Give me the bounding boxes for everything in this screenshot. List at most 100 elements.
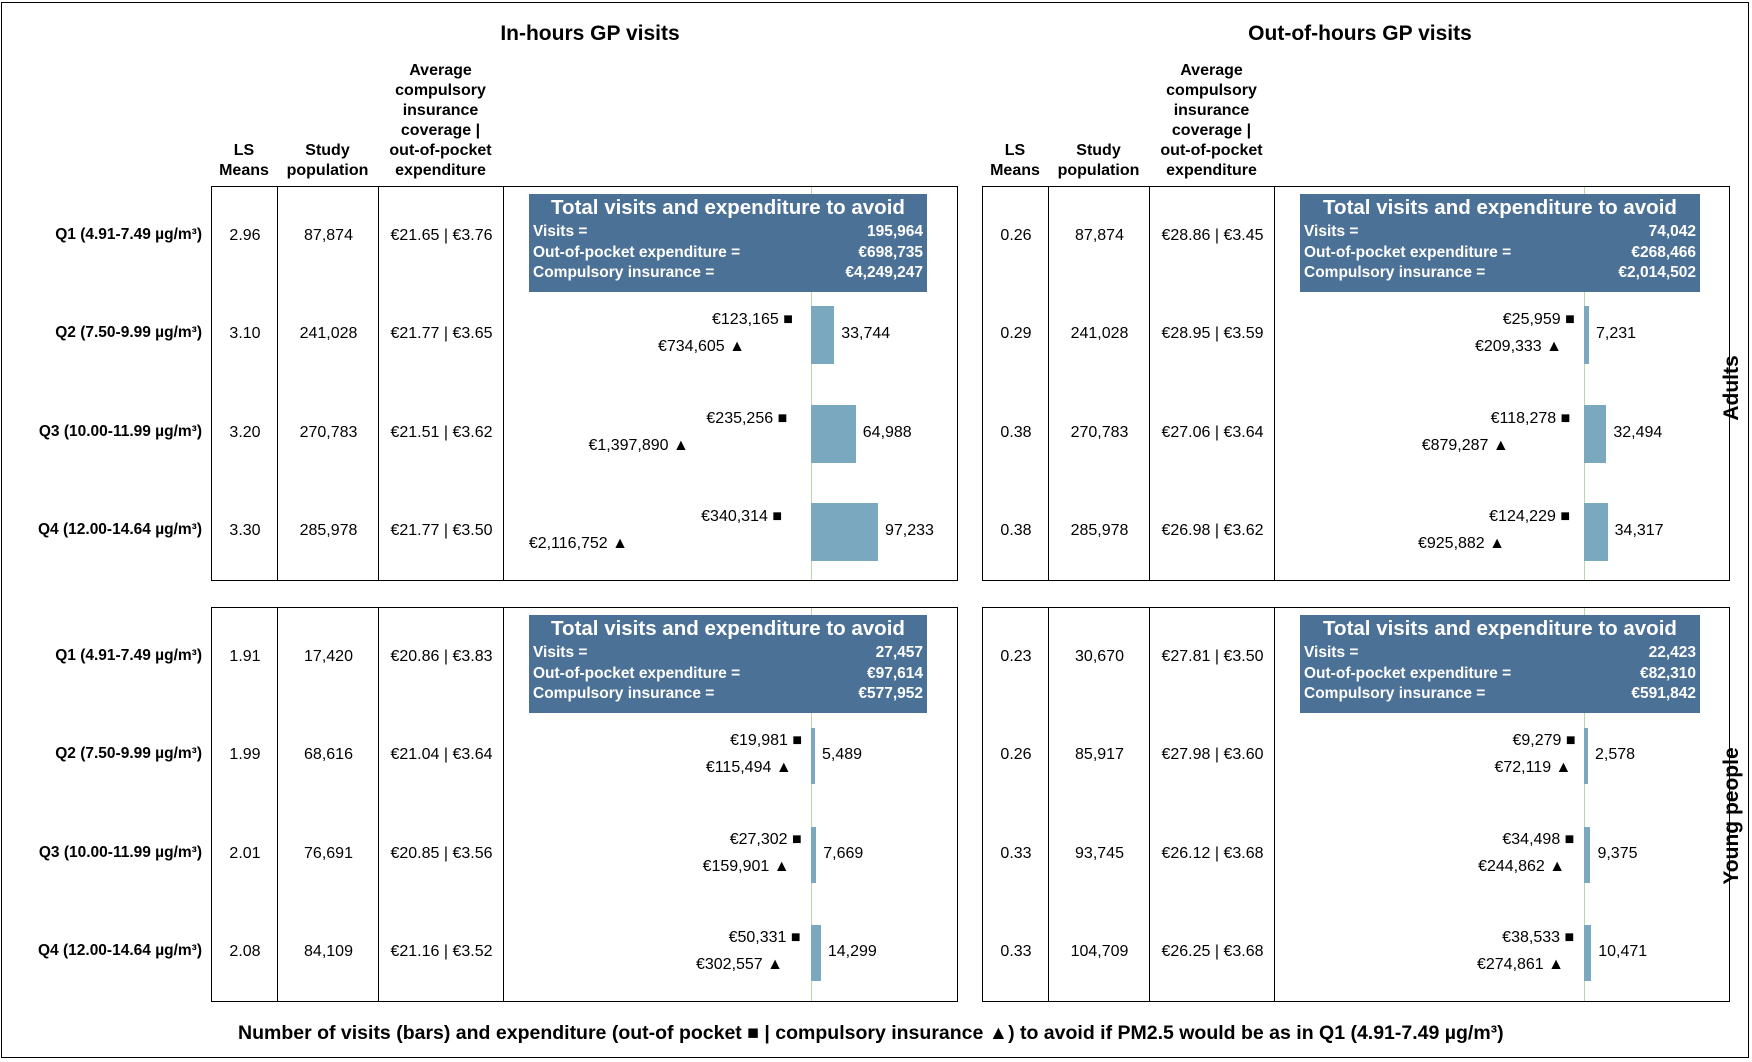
column-header-line: Means [990,162,1040,179]
column-header-ls-means: LS Means [945,141,1085,181]
zero-line [1584,608,1585,1001]
square-icon: ■ [792,831,802,848]
column-header-line: insurance [1173,102,1250,119]
cell-avg-cost: €21.51 | €3.62 [390,424,493,441]
visits-label: 14,299 [827,943,877,960]
square-icon: ■ [1564,929,1575,946]
compulsory-insurance-marker: €72,119 ▲ [1494,759,1571,777]
cell-study-population: 270,783 [299,424,358,441]
out-of-pocket-marker: €118,278 ■ [1491,410,1571,428]
cell-ls-means: 2.08 [229,943,261,960]
triangle-icon: ▲ [773,858,790,875]
compulsory-insurance-label: €925,882 [1417,535,1485,552]
out-of-pocket-marker: €235,256 ■ [706,410,787,428]
visits-label: 7,669 [823,845,864,862]
column-divider [1149,608,1150,1001]
out-of-pocket-label: €27,302 [729,831,788,848]
square-icon: ■ [790,929,801,946]
out-of-pocket-marker: €38,533 ■ [1502,929,1574,947]
cell-ls-means: 0.38 [1000,424,1032,441]
column-divider [1149,187,1150,580]
visits-bar [1584,306,1589,364]
compulsory-insurance-marker: €302,557 ▲ [696,956,783,974]
out-of-pocket-marker: €19,981 ■ [730,732,802,750]
total-row-visits: Visits = 74,042 [1300,222,1700,243]
out-of-pocket-label: €124,229 [1489,508,1556,525]
column-divider [1274,608,1275,1001]
column-header-line: expenditure [395,162,486,179]
visits-label: 2,578 [1595,746,1636,763]
total-label: Out-of-pocket expenditure = [533,664,741,682]
total-row-out-of-pocket: Out-of-pocket expenditure = €698,735 [529,243,927,264]
column-divider [378,608,379,1001]
total-value: €698,735 [858,243,923,261]
column-header-line: coverage | [1171,122,1252,139]
cell-study-population: 241,028 [299,325,358,342]
compulsory-insurance-marker: €244,862 ▲ [1478,858,1565,876]
out-of-pocket-marker: €340,314 ■ [701,508,782,526]
cell-ls-means: 0.38 [1000,522,1032,539]
cell-avg-cost: €28.95 | €3.59 [1161,325,1264,342]
compulsory-insurance-marker: €274,861 ▲ [1477,956,1564,974]
compulsory-insurance-marker: €209,333 ▲ [1475,338,1562,356]
column-header-line: LS [233,142,255,159]
cell-ls-means: 0.33 [1000,845,1032,862]
compulsory-insurance-marker: €734,605 ▲ [658,338,745,356]
compulsory-insurance-label: €302,557 [695,956,763,973]
cell-study-population: 68,616 [304,746,353,763]
cell-avg-cost: €21.04 | €3.64 [390,746,493,763]
column-header-line: expenditure [1166,162,1257,179]
cell-study-population: 84,109 [304,943,353,960]
out-of-pocket-label: €340,314 [701,508,768,525]
column-divider [503,187,504,580]
column-header-line: out-of-pocket [389,142,492,159]
out-of-pocket-label: €118,278 [1490,410,1557,427]
total-label: Visits = [533,223,588,240]
triangle-icon: ▲ [1555,759,1572,776]
total-box-heading: Total visits and expenditure to avoid [551,196,905,219]
total-label: Compulsory insurance = [533,685,715,702]
triangle-icon: ▲ [729,338,745,355]
column-header-line: compulsory [1166,82,1257,99]
cell-study-population: 270,783 [1070,424,1129,441]
visits-label: 10,471 [1598,943,1648,960]
compulsory-insurance-label: €159,901 [702,858,770,875]
cell-ls-means: 2.96 [229,227,261,244]
out-of-pocket-marker: €50,331 ■ [729,929,801,947]
column-header-line: Study [1076,142,1121,159]
triangle-icon: ▲ [1546,338,1562,355]
cell-avg-cost: €26.98 | €3.62 [1161,522,1264,539]
triangle-icon: ▲ [1549,858,1566,875]
total-value: €82,310 [1639,664,1696,682]
zero-line [811,187,812,580]
compulsory-insurance-marker: €1,397,890 ▲ [588,437,688,455]
zero-line [811,608,812,1001]
cell-avg-cost: €20.86 | €3.83 [390,648,493,665]
compulsory-insurance-marker: €2,116,752 ▲ [529,535,628,553]
visits-bar [1584,925,1592,981]
square-icon: ■ [783,311,793,328]
zero-line [1584,187,1585,580]
out-of-pocket-marker: €123,165 ■ [712,311,793,329]
total-row-visits: Visits = 27,457 [529,643,927,664]
square-icon: ■ [1565,732,1576,749]
total-value: 195,964 [866,223,923,240]
column-header-line: LS [1004,142,1026,159]
cell-study-population: 285,978 [299,522,358,539]
compulsory-insurance-marker: €159,901 ▲ [703,858,790,876]
square-icon: ■ [1560,410,1571,427]
triangle-icon: ▲ [775,759,792,776]
cell-study-population: 93,745 [1075,845,1124,862]
compulsory-insurance-label: €1,397,890 [588,437,669,454]
out-of-pocket-marker: €27,302 ■ [730,831,802,849]
cell-study-population: 85,917 [1075,746,1124,763]
total-row-visits: Visits = 22,423 [1300,643,1700,664]
out-of-pocket-marker: €34,498 ■ [1502,831,1574,849]
square-icon: ■ [777,410,788,427]
column-header-study-population: Study population [1029,141,1169,181]
visits-bar [811,503,878,561]
visits-label: 7,231 [1595,325,1637,342]
visits-bar [1584,827,1591,883]
out-of-pocket-label: €123,165 [712,311,779,328]
cell-avg-cost: €26.12 | €3.68 [1161,845,1264,862]
